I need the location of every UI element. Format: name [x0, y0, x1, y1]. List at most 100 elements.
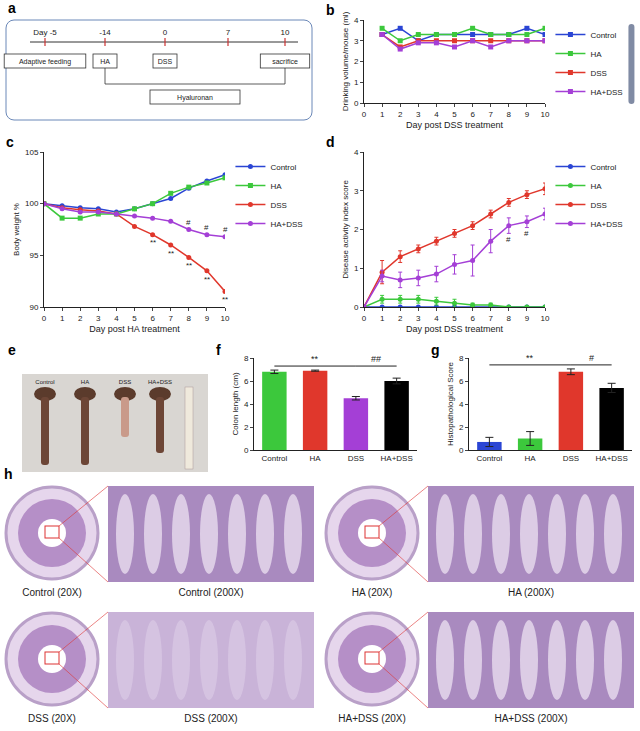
svg-text:HA: HA: [100, 58, 110, 65]
svg-text:#: #: [223, 225, 228, 234]
svg-text:95: 95: [29, 251, 38, 260]
svg-text:2: 2: [78, 314, 83, 323]
svg-text:6: 6: [470, 110, 475, 119]
svg-text:Control: Control: [590, 31, 616, 40]
svg-text:1: 1: [60, 314, 65, 323]
svg-text:HA+DSS: HA+DSS: [381, 454, 413, 463]
svg-text:HA+DSS: HA+DSS: [596, 454, 628, 463]
svg-text:10: 10: [541, 314, 550, 323]
svg-text:DSS: DSS: [563, 454, 579, 463]
svg-text:Day post DSS treatment: Day post DSS treatment: [406, 120, 504, 130]
svg-text:8: 8: [244, 354, 249, 363]
svg-text:#: #: [186, 218, 191, 227]
svg-text:**: **: [311, 354, 319, 364]
svg-text:HA: HA: [310, 454, 322, 463]
svg-text:2: 2: [354, 57, 359, 66]
svg-text:0: 0: [354, 303, 359, 312]
svg-text:HA+DSS: HA+DSS: [590, 220, 622, 229]
svg-text:HA: HA: [590, 50, 602, 59]
svg-text:7: 7: [226, 28, 231, 37]
svg-text:DSS: DSS: [348, 454, 364, 463]
svg-text:9: 9: [205, 314, 210, 323]
svg-text:4: 4: [354, 148, 359, 157]
svg-text:Drinking volume/mouse (ml): Drinking volume/mouse (ml): [341, 11, 350, 111]
svg-text:DSS: DSS: [590, 201, 606, 210]
svg-text:HA (20X): HA (20X): [352, 587, 393, 598]
svg-text:**: **: [186, 261, 192, 270]
svg-text:2: 2: [398, 314, 403, 323]
svg-text:3: 3: [354, 187, 359, 196]
svg-text:Day post DSS treatment: Day post DSS treatment: [406, 324, 504, 334]
svg-text:3: 3: [354, 37, 359, 46]
svg-text:Control: Control: [590, 163, 616, 172]
svg-text:HA+DSS: HA+DSS: [590, 88, 622, 97]
svg-text:10: 10: [541, 110, 550, 119]
svg-text:4: 4: [459, 400, 464, 409]
svg-text:DSS (200X): DSS (200X): [184, 713, 237, 724]
svg-text:Control (20X): Control (20X): [22, 587, 81, 598]
svg-text:10: 10: [281, 28, 290, 37]
svg-text:0: 0: [244, 446, 249, 455]
svg-text:2: 2: [459, 423, 464, 432]
svg-text:0: 0: [459, 446, 464, 455]
svg-text:0: 0: [42, 314, 47, 323]
svg-text:#: #: [524, 229, 529, 238]
svg-text:HA: HA: [270, 182, 282, 191]
svg-text:1: 1: [380, 110, 385, 119]
svg-text:100: 100: [25, 199, 39, 208]
svg-text:Control: Control: [261, 454, 287, 463]
svg-text:1: 1: [354, 264, 359, 273]
svg-text:3: 3: [96, 314, 101, 323]
svg-text:10: 10: [221, 314, 230, 323]
svg-text:DSS: DSS: [270, 201, 286, 210]
svg-text:6: 6: [470, 314, 475, 323]
svg-text:Adaptive feeding: Adaptive feeding: [19, 58, 71, 66]
svg-text:105: 105: [25, 148, 39, 157]
svg-text:5: 5: [452, 110, 457, 119]
svg-text:**: **: [168, 249, 174, 258]
svg-text:HA+DSS (200X): HA+DSS (200X): [494, 713, 567, 724]
svg-text:**: **: [204, 275, 210, 284]
svg-text:6: 6: [150, 314, 155, 323]
svg-text:2: 2: [244, 423, 249, 432]
svg-text:Control: Control: [35, 379, 54, 385]
svg-text:Control: Control: [270, 163, 296, 172]
svg-text:1: 1: [380, 314, 385, 323]
svg-text:DSS: DSS: [158, 58, 173, 65]
svg-text:3: 3: [416, 110, 421, 119]
svg-text:Body weight %: Body weight %: [12, 203, 21, 256]
svg-text:#: #: [506, 235, 511, 244]
svg-text:8: 8: [187, 314, 192, 323]
svg-text:9: 9: [525, 110, 530, 119]
svg-text:DSS (20X): DSS (20X): [28, 713, 76, 724]
svg-text:9: 9: [525, 314, 530, 323]
svg-text:DSS: DSS: [590, 69, 606, 78]
svg-text:8: 8: [507, 110, 512, 119]
svg-text:2: 2: [354, 225, 359, 234]
svg-text:**: **: [222, 295, 228, 304]
svg-text:**: **: [526, 353, 534, 363]
svg-text:0: 0: [362, 110, 367, 119]
svg-text:5: 5: [132, 314, 137, 323]
svg-text:Colon length (cm): Colon length (cm): [231, 372, 240, 435]
svg-text:0: 0: [354, 99, 359, 108]
svg-text:Day post HA treatment: Day post HA treatment: [89, 324, 180, 334]
svg-text:4: 4: [434, 314, 439, 323]
svg-text:7: 7: [488, 110, 493, 119]
svg-text:1: 1: [354, 78, 359, 87]
svg-text:6: 6: [244, 377, 249, 386]
svg-text:4: 4: [354, 16, 359, 25]
svg-text:HA+DSS (20X): HA+DSS (20X): [338, 713, 406, 724]
svg-text:0: 0: [163, 28, 168, 37]
svg-text:4: 4: [114, 314, 119, 323]
svg-text:HA: HA: [525, 454, 537, 463]
svg-text:Histopathological Score: Histopathological Score: [446, 361, 455, 446]
svg-text:HA: HA: [81, 379, 89, 385]
svg-text:DSS: DSS: [119, 379, 131, 385]
svg-text:4: 4: [244, 400, 249, 409]
svg-text:6: 6: [459, 377, 464, 386]
svg-text:##: ##: [371, 354, 381, 364]
svg-text:Control: Control: [476, 454, 502, 463]
svg-text:HA+DSS: HA+DSS: [148, 379, 172, 385]
svg-text:2: 2: [398, 110, 403, 119]
